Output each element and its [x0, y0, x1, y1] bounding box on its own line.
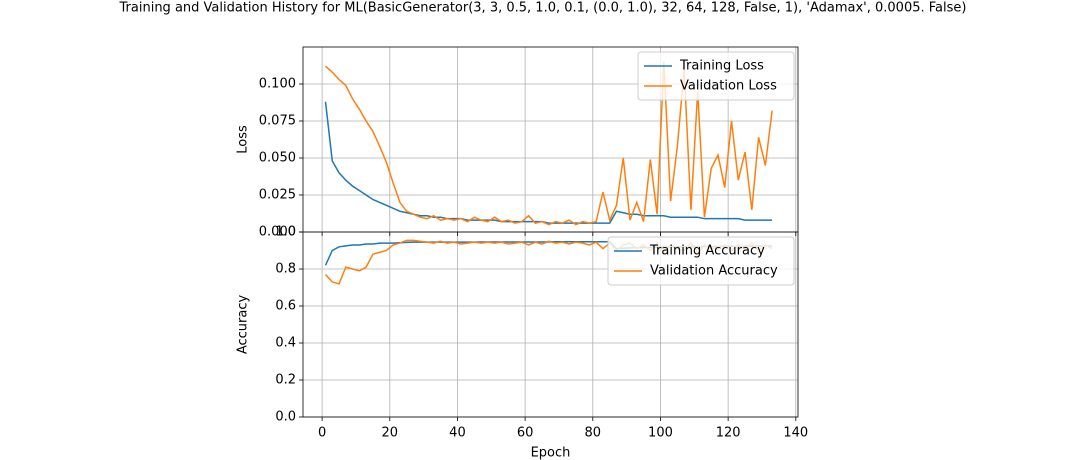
y-tick-label: 0.4 — [275, 336, 296, 351]
x-tick-label: 0 — [318, 426, 326, 441]
legend-label: Validation Loss — [680, 79, 777, 94]
axes: 0 20 40 60 80 100 120 140 0.0 0.2 0.4 0.6 0.8 1.0 Accu… — [236, 225, 809, 460]
x-tick-label: 120 — [716, 426, 741, 441]
y-tick-label: 1.0 — [275, 225, 296, 240]
legend-label: Training Loss — [679, 59, 764, 74]
x-tick-label: 20 — [382, 426, 399, 441]
y-tick-label: 0.0 — [275, 410, 296, 425]
x-axis-label: Epoch — [531, 446, 571, 460]
x-tick-label: 40 — [449, 426, 466, 441]
legend-label: Training Accuracy — [649, 244, 765, 259]
legend-box — [637, 51, 795, 101]
y-tick-label: 0.050 — [259, 151, 296, 166]
y-tick-label: 0.6 — [275, 299, 296, 314]
y-axis-label: Loss — [236, 125, 251, 154]
x-tick-label: 140 — [783, 426, 808, 441]
x-tick-label: 100 — [648, 426, 673, 441]
x-tick-label: 80 — [585, 426, 602, 441]
chart-title: Training and Validation History for ML(B… — [119, 1, 967, 16]
y-tick-label: 0.8 — [275, 262, 296, 277]
y-tick-label: 0.100 — [259, 77, 296, 92]
axes-frame — [302, 46, 799, 233]
series-line — [324, 101, 773, 224]
axes: 0.000 0.025 0.050 0.075 0.100 Loss Training Lo… — [236, 46, 799, 240]
y-tick-label: 0.000 — [259, 225, 296, 240]
y-tick-label: 0.2 — [275, 373, 296, 388]
y-axis-label: Accuracy — [236, 295, 251, 355]
x-tick-label: 60 — [517, 426, 534, 441]
legend-label: Validation Accuracy — [650, 264, 778, 279]
legend-box — [607, 236, 795, 286]
y-tick-label: 0.025 — [259, 188, 296, 203]
y-tick-label: 0.075 — [259, 114, 296, 129]
